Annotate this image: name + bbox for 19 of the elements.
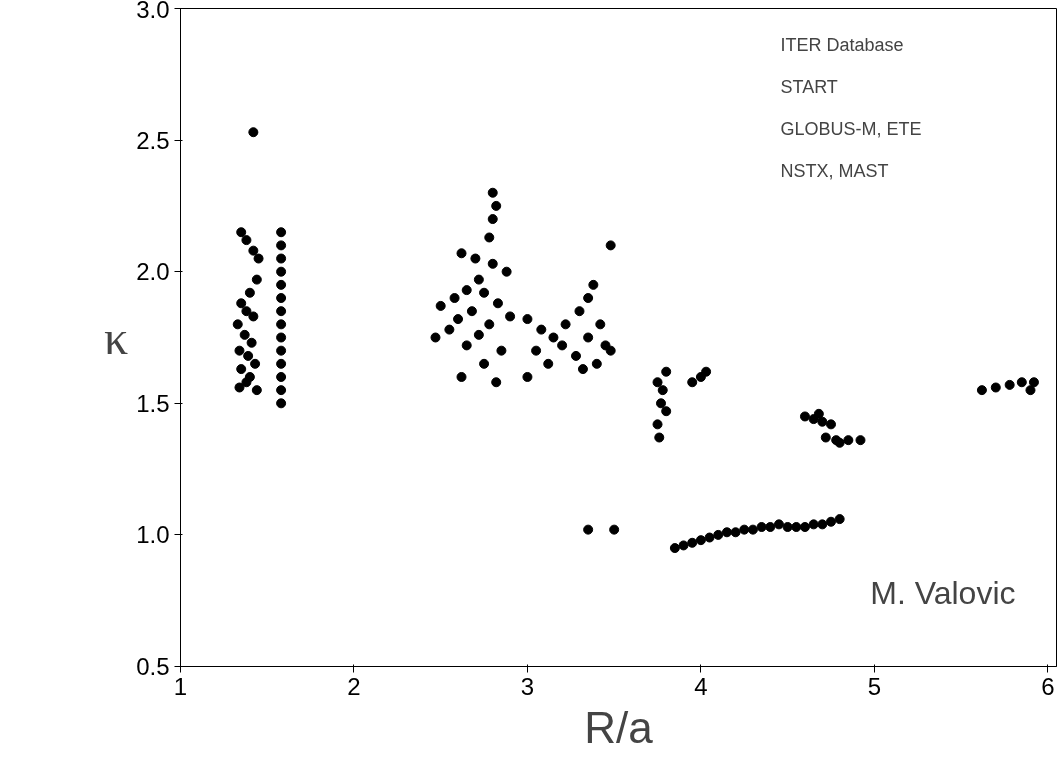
y-tick-label: 1.5 [136, 389, 170, 417]
x-tick-label: 5 [867, 672, 882, 700]
y-axis-title: κ [103, 311, 129, 364]
annotation: START [780, 76, 838, 97]
y-tick-label: 2.0 [136, 258, 170, 286]
x-tick-label: 3 [520, 672, 535, 700]
annotation: GLOBUS-M, ETE [780, 118, 922, 139]
annotation: M. Valovic [870, 574, 1016, 611]
y-tick-label: 1.0 [136, 521, 170, 549]
x-tick-label: 6 [1041, 672, 1055, 700]
x-tick-label: 1 [173, 672, 188, 700]
y-tick-label: 0.5 [136, 653, 170, 680]
y-tick-label: 2.5 [136, 126, 170, 154]
x-tick-label: 4 [694, 672, 708, 700]
y-tick-label: 3.0 [136, 0, 170, 23]
x-axis-title: R/a [584, 702, 654, 752]
annotation: NSTX, MAST [780, 160, 889, 181]
x-tick-label: 2 [347, 672, 361, 700]
annotation: ITER Database [780, 34, 904, 55]
